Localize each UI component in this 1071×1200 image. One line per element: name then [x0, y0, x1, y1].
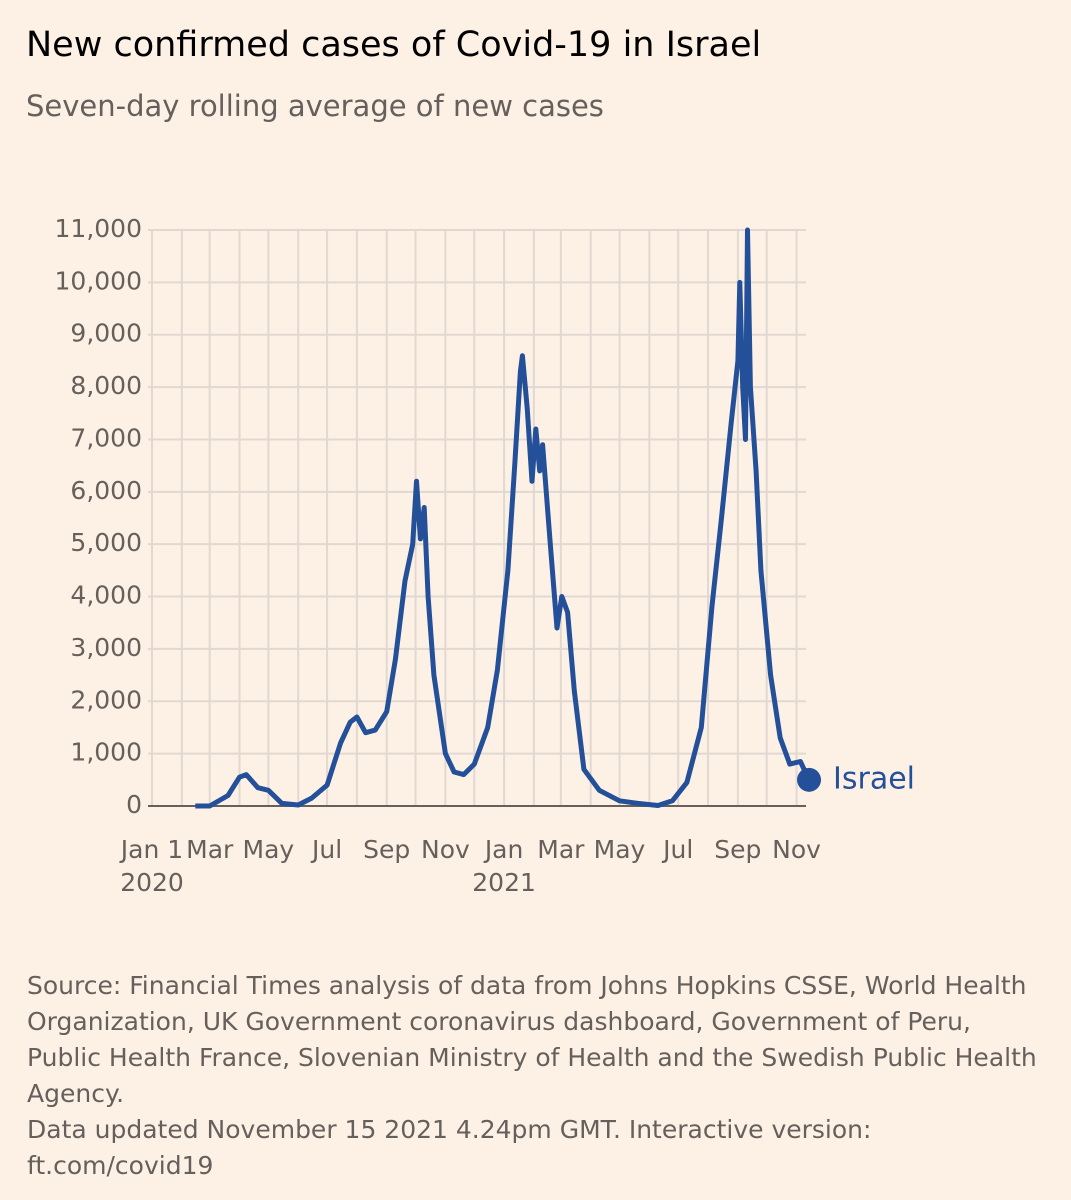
footer: Source: Financial Times analysis of data… — [27, 968, 1047, 1184]
x-tick-label: May — [594, 835, 646, 864]
x-tick-label: Mar — [186, 835, 234, 864]
chart-title: New confirmed cases of Covid-19 in Israe… — [26, 25, 761, 65]
x-tick-label: Jan 1 — [119, 835, 183, 864]
x-tick-label: Jul — [661, 835, 693, 864]
source: Source: Financial Times analysis of data… — [27, 971, 1037, 1108]
y-tick-label: 4,000 — [70, 581, 142, 610]
x-tick-label: Sep — [714, 835, 761, 864]
x-tick-label: Sep — [363, 835, 410, 864]
y-tick-label: 8,000 — [70, 371, 142, 400]
y-tick-label: 6,000 — [70, 476, 142, 505]
chart-subtitle: Seven-day rolling average of new cases — [26, 89, 604, 123]
series-label: Israel — [833, 761, 915, 796]
x-tick-label: Nov — [421, 835, 470, 864]
x-tick-label: May — [243, 835, 295, 864]
x-tick-label: Jan — [483, 835, 524, 864]
chart: New confirmed cases of Covid-19 in Israe… — [26, 25, 915, 897]
x-year-label: 2021 — [472, 868, 536, 897]
x-tick-label: Mar — [537, 835, 585, 864]
y-tick-label: 7,000 — [70, 423, 142, 452]
y-tick-label: 9,000 — [70, 319, 142, 348]
series-line — [195, 227, 812, 809]
y-tick-label: 2,000 — [70, 685, 142, 714]
x-year-label: 2020 — [120, 868, 184, 897]
y-tick-label: 3,000 — [70, 633, 142, 662]
y-tick-label: 1,000 — [70, 738, 142, 767]
x-tick-label: Jul — [310, 835, 342, 864]
note: Data updated November 15 2021 4.24pm GMT… — [27, 1115, 872, 1180]
y-tick-label: 0 — [126, 790, 142, 819]
y-tick-label: 5,000 — [70, 528, 142, 557]
y-tick-label: 10,000 — [55, 266, 142, 295]
y-tick-label: 11,000 — [55, 214, 142, 243]
x-tick-label: Nov — [772, 835, 821, 864]
end-dot — [797, 767, 822, 792]
